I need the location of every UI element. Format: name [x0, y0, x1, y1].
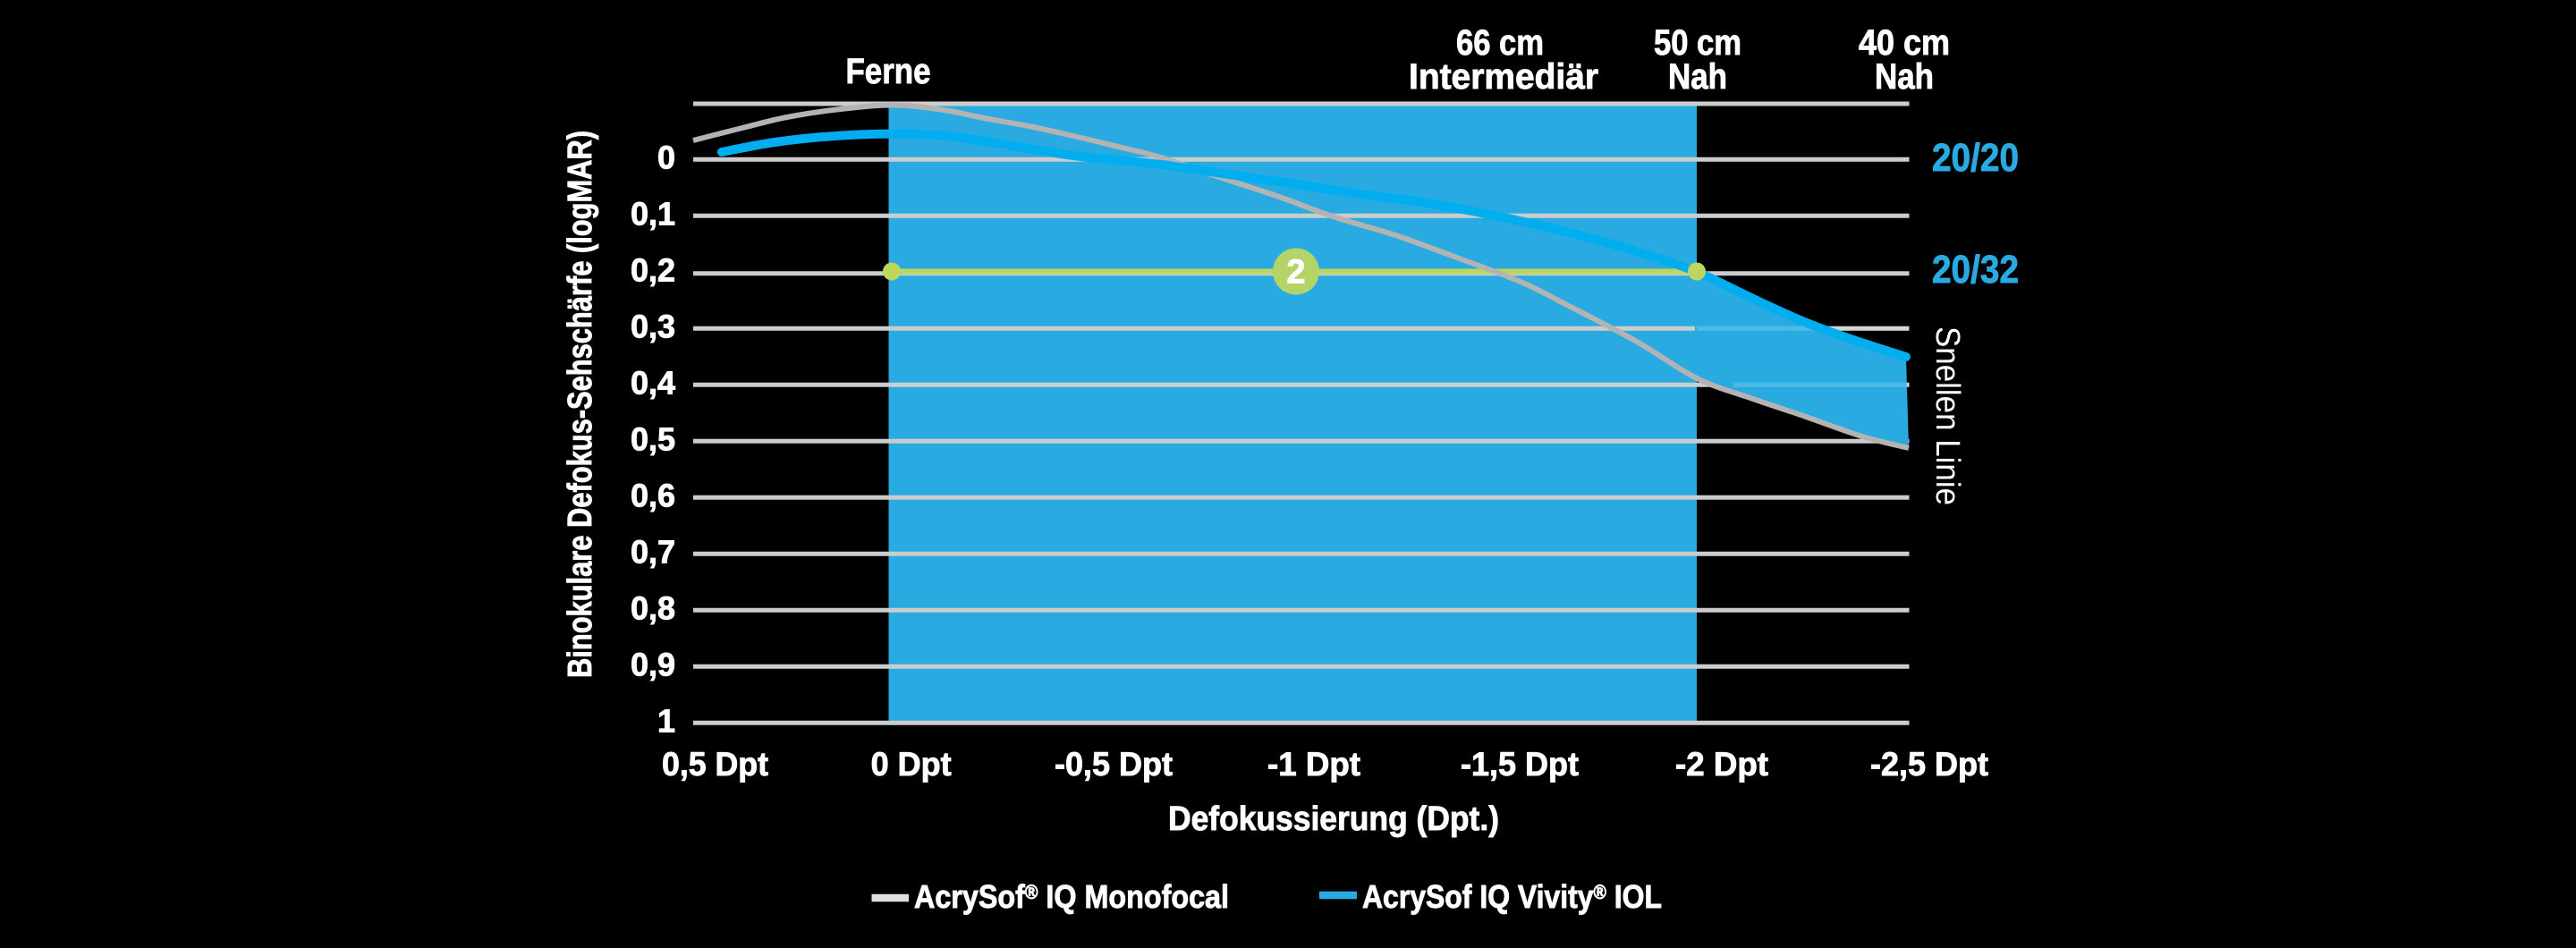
svg-text:Binokulare Defokus-Sehschärfe: Binokulare Defokus-Sehschärfe (logMAR)	[562, 131, 599, 678]
svg-text:0,8: 0,8	[631, 589, 675, 626]
svg-text:Nah: Nah	[1668, 57, 1727, 97]
svg-text:66 cm: 66 cm	[1456, 23, 1544, 63]
svg-text:-2,5 Dpt: -2,5 Dpt	[1870, 746, 1988, 783]
svg-text:Snellen Linie: Snellen Linie	[1928, 326, 1966, 505]
svg-text:20/20: 20/20	[1932, 136, 2019, 180]
svg-text:50 cm: 50 cm	[1654, 23, 1741, 63]
svg-text:2: 2	[1286, 254, 1305, 292]
svg-text:-2 Dpt: -2 Dpt	[1675, 746, 1768, 783]
svg-text:-1 Dpt: -1 Dpt	[1267, 746, 1360, 783]
svg-text:Nah: Nah	[1875, 57, 1934, 97]
svg-text:0,2: 0,2	[631, 251, 675, 288]
svg-text:-1,5 Dpt: -1,5 Dpt	[1461, 746, 1579, 783]
svg-text:20/32: 20/32	[1932, 248, 2019, 292]
svg-text:0: 0	[657, 139, 675, 175]
svg-text:0,3: 0,3	[631, 308, 675, 344]
svg-text:0,9: 0,9	[631, 646, 675, 682]
svg-text:0,1: 0,1	[631, 195, 675, 232]
svg-text:0,5: 0,5	[631, 420, 675, 457]
svg-text:Intermediär: Intermediär	[1409, 57, 1598, 97]
svg-text:AcrySof IQ Vivity® IOL: AcrySof IQ Vivity® IOL	[1362, 878, 1662, 915]
svg-text:0,6: 0,6	[631, 477, 675, 513]
svg-text:-0,5 Dpt: -0,5 Dpt	[1055, 746, 1173, 783]
svg-text:40 cm: 40 cm	[1859, 23, 1950, 63]
svg-text:AcrySof® IQ Monofocal: AcrySof® IQ Monofocal	[914, 878, 1229, 915]
svg-text:1: 1	[657, 702, 675, 739]
svg-text:Defokussierung (Dpt.): Defokussierung (Dpt.)	[1168, 800, 1499, 838]
svg-text:0,4: 0,4	[631, 364, 675, 401]
svg-text:Ferne: Ferne	[846, 52, 931, 91]
svg-text:0 Dpt: 0 Dpt	[871, 746, 952, 783]
svg-text:0,5 Dpt: 0,5 Dpt	[662, 746, 768, 783]
svg-text:0,7: 0,7	[631, 533, 675, 570]
